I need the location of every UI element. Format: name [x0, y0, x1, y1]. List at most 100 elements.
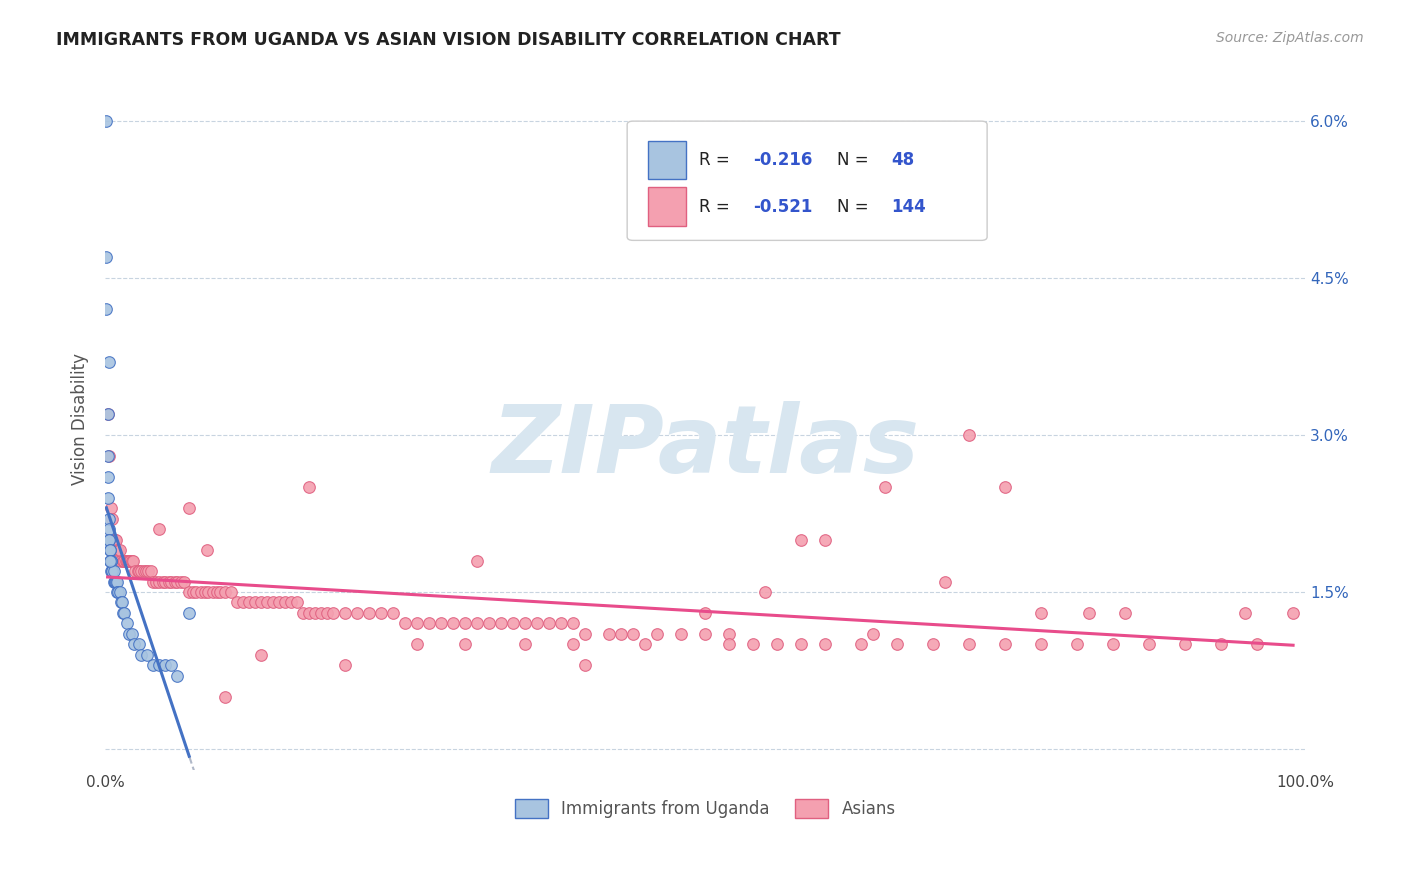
Point: [132, 564, 155, 578]
Point: [695, 606, 717, 620]
Point: [256, 595, 278, 609]
Point: [245, 595, 267, 609]
Point: [135, 564, 157, 578]
Point: [110, 553, 132, 567]
Point: [129, 648, 152, 662]
Point: [142, 658, 165, 673]
Point: [127, 564, 149, 578]
Point: [173, 574, 195, 589]
Point: [280, 595, 302, 609]
Point: [465, 553, 488, 567]
Point: [170, 574, 193, 589]
Point: [105, 533, 128, 547]
Point: [112, 553, 135, 567]
Point: [101, 564, 124, 578]
Point: [103, 574, 125, 589]
Point: [112, 606, 135, 620]
Point: [136, 648, 159, 662]
Point: [226, 595, 249, 609]
Point: [190, 585, 212, 599]
Point: [194, 585, 217, 599]
Point: [316, 606, 339, 620]
Point: [718, 637, 741, 651]
Point: [322, 606, 344, 620]
Text: Source: ZipAtlas.com: Source: ZipAtlas.com: [1216, 31, 1364, 45]
Point: [115, 553, 138, 567]
Point: [105, 543, 128, 558]
Point: [304, 606, 326, 620]
Legend: Immigrants from Uganda, Asians: Immigrants from Uganda, Asians: [508, 792, 903, 825]
Point: [155, 574, 177, 589]
Y-axis label: Vision Disability: Vision Disability: [72, 353, 89, 485]
Point: [97, 449, 120, 463]
Text: R =: R =: [699, 152, 735, 169]
Point: [550, 616, 572, 631]
Point: [214, 690, 236, 704]
Point: [148, 658, 170, 673]
Point: [124, 564, 146, 578]
Point: [121, 627, 143, 641]
Point: [1246, 637, 1268, 651]
Point: [98, 543, 121, 558]
Point: [148, 522, 170, 536]
Point: [98, 543, 121, 558]
Point: [142, 574, 165, 589]
Point: [250, 595, 273, 609]
Point: [97, 522, 120, 536]
Point: [1137, 637, 1160, 651]
Point: [250, 648, 273, 662]
Point: [574, 658, 596, 673]
FancyBboxPatch shape: [627, 121, 987, 240]
Point: [1029, 637, 1052, 651]
Point: [103, 564, 125, 578]
Point: [1066, 637, 1088, 651]
Point: [129, 564, 152, 578]
Point: [117, 553, 139, 567]
Point: [108, 543, 131, 558]
Point: [875, 480, 897, 494]
Point: [610, 627, 633, 641]
Text: N =: N =: [837, 198, 875, 216]
Point: [269, 595, 291, 609]
Point: [394, 616, 416, 631]
Point: [114, 553, 136, 567]
Text: -0.521: -0.521: [754, 198, 813, 216]
Point: [202, 585, 225, 599]
Point: [128, 564, 150, 578]
Point: [214, 585, 236, 599]
Point: [98, 553, 121, 567]
Point: [107, 585, 129, 599]
Point: [441, 616, 464, 631]
Point: [406, 616, 429, 631]
Text: IMMIGRANTS FROM UGANDA VS ASIAN VISION DISABILITY CORRELATION CHART: IMMIGRANTS FROM UGANDA VS ASIAN VISION D…: [56, 31, 841, 49]
Point: [107, 543, 129, 558]
Point: [309, 606, 332, 620]
Point: [359, 606, 381, 620]
Point: [1174, 637, 1197, 651]
Point: [718, 627, 741, 641]
Point: [110, 595, 132, 609]
Point: [104, 574, 127, 589]
Point: [163, 574, 186, 589]
Point: [100, 501, 122, 516]
Point: [100, 553, 122, 567]
Bar: [648, 141, 686, 179]
Point: [1029, 606, 1052, 620]
Point: [186, 585, 208, 599]
Point: [515, 637, 537, 651]
Point: [97, 533, 120, 547]
Point: [97, 449, 120, 463]
Point: [957, 637, 980, 651]
Point: [101, 512, 124, 526]
Point: [195, 543, 218, 558]
Point: [790, 533, 813, 547]
Point: [122, 637, 145, 651]
Point: [97, 491, 120, 505]
Point: [298, 480, 321, 494]
Point: [1282, 606, 1305, 620]
Point: [97, 407, 120, 421]
Point: [179, 501, 201, 516]
Point: [335, 658, 357, 673]
Point: [262, 595, 284, 609]
Point: [100, 553, 122, 567]
